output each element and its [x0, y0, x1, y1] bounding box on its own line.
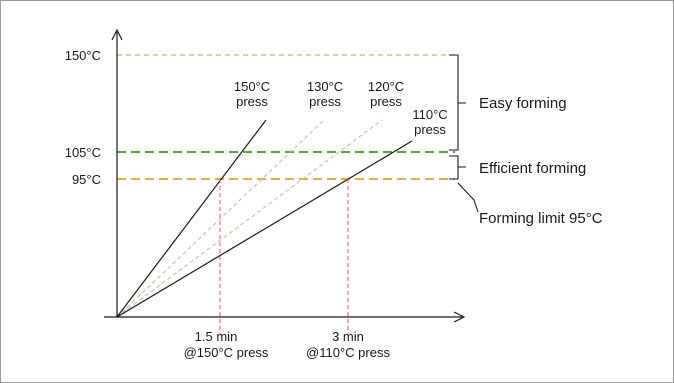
zone-label-efficient: Efficient forming — [479, 160, 586, 177]
press-label-130c-temp: 130°C — [307, 79, 343, 94]
tick-label-95c: 95°C — [72, 172, 101, 187]
y-axis-arrow — [111, 28, 123, 41]
press-label-130c-word: press — [309, 94, 341, 109]
x-label-1-5min-note: @150°C press — [184, 345, 269, 360]
press-label-120c-word: press — [370, 94, 402, 109]
press-line-130c — [116, 119, 325, 318]
press-label-110c-temp: 110°C — [412, 107, 447, 122]
tick-label-150c: 150°C — [65, 48, 101, 63]
zone-label-limit: Forming limit 95°C — [479, 210, 603, 227]
x-axis-arrow — [453, 311, 466, 323]
brace-easy-forming — [449, 54, 466, 151]
leader-forming-limit — [457, 182, 479, 213]
press-line-110c — [116, 140, 413, 318]
x-label-3min-note: @110°C press — [306, 345, 390, 360]
press-label-110c-word: press — [414, 122, 446, 137]
x-label-1-5min-time: 1.5 min — [195, 329, 238, 344]
press-label-150c-temp: 150°C — [234, 79, 270, 94]
tick-label-105c: 105°C — [65, 145, 101, 160]
press-line-120c — [116, 119, 383, 318]
press-line-150c — [116, 119, 267, 318]
zone-label-easy: Easy forming — [479, 95, 567, 112]
press-label-150c-word: press — [236, 94, 268, 109]
press-label-120c-temp: 120°C — [368, 79, 404, 94]
brace-efficient-forming — [449, 155, 466, 180]
x-label-3min-time: 3 min — [332, 329, 364, 344]
